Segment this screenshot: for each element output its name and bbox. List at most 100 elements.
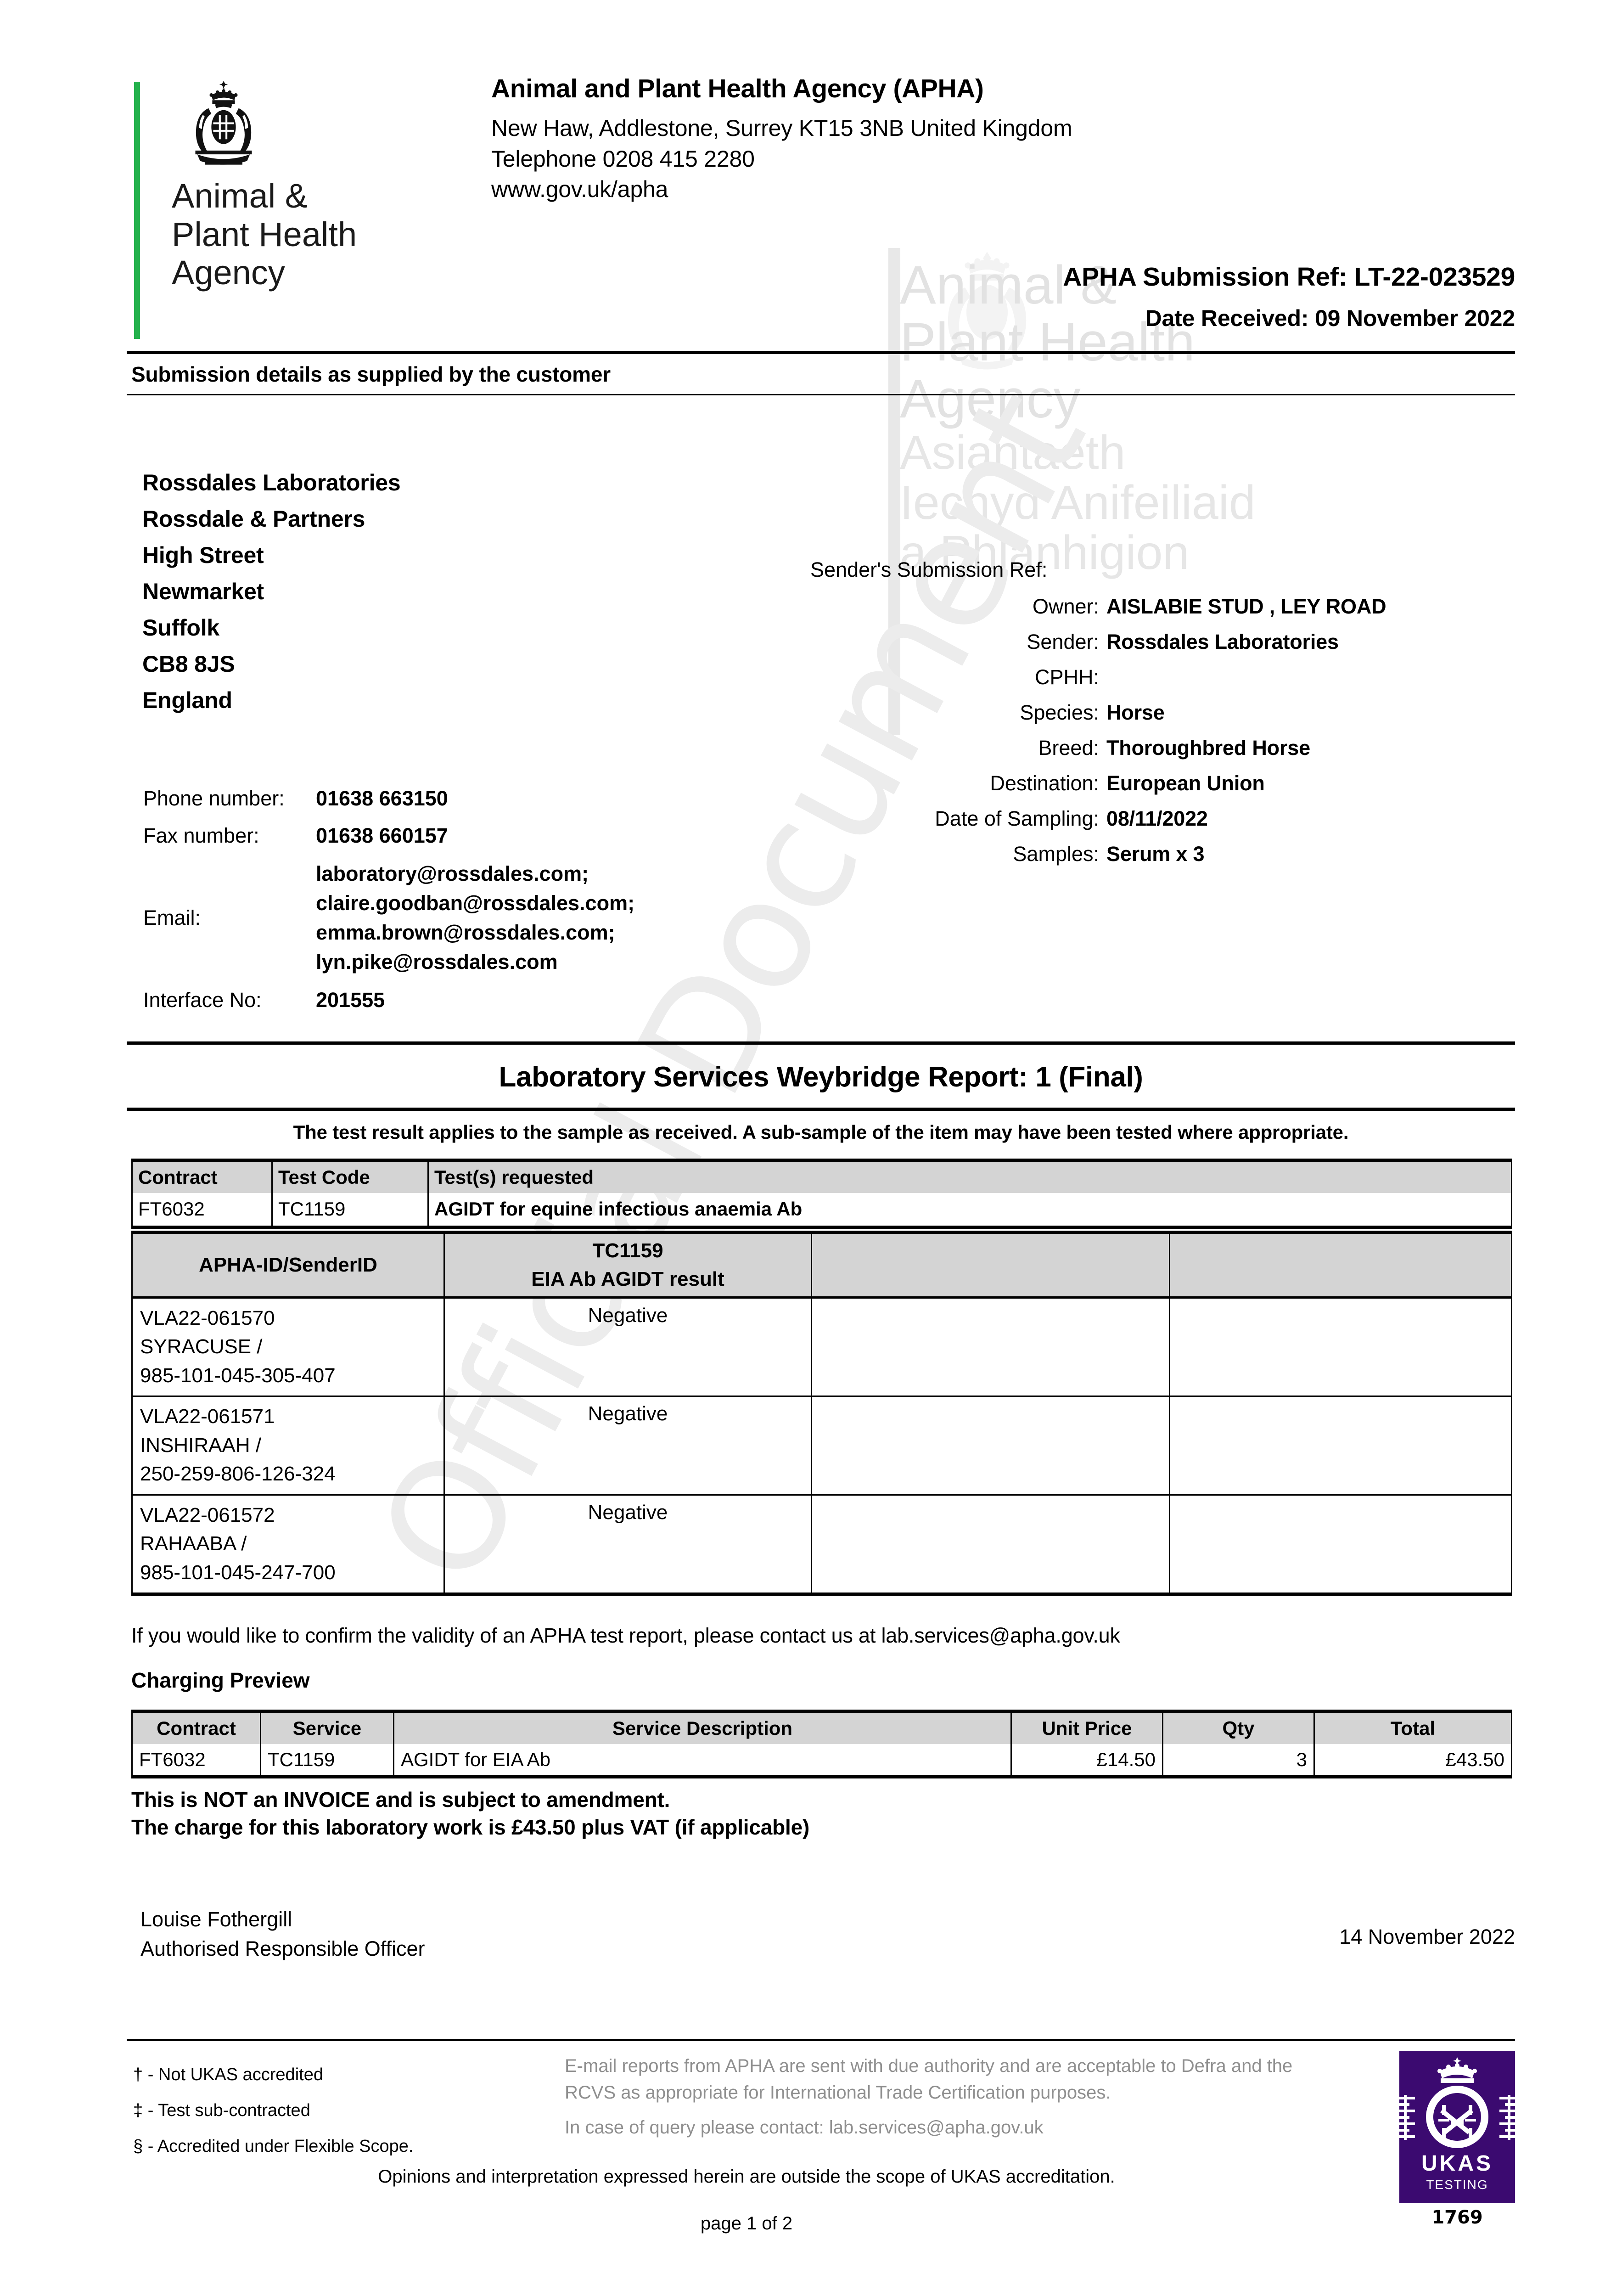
- page-number: page 1 of 2: [700, 2213, 793, 2234]
- ukas-mark-icon: [1399, 2057, 1515, 2148]
- sampling-date-value: 08/11/2022: [1106, 807, 1208, 830]
- email-1[interactable]: laboratory@rossdales.com;: [316, 862, 589, 885]
- col-total: Total: [1313, 1711, 1512, 1744]
- organisation-title: Animal and Plant Health Agency (APHA): [491, 74, 984, 103]
- col-blank-2: [1169, 1232, 1512, 1299]
- submission-ref: APHA Submission Ref: LT-22-023529: [1063, 262, 1515, 292]
- cell-qty: 3: [1162, 1744, 1315, 1777]
- interface-label: Interface No:: [143, 988, 262, 1012]
- col-test-code-label: TC1159: [592, 1239, 663, 1262]
- sender-label: Sender:: [1027, 630, 1099, 653]
- cell-result: Negative: [443, 1296, 812, 1397]
- organisation-website[interactable]: www.gov.uk/apha: [491, 176, 668, 202]
- sample-microchip: 985-101-045-247-700: [140, 1561, 336, 1584]
- email-label: Email:: [143, 906, 201, 929]
- cell-description: AGIDT for EIA Ab: [393, 1744, 1012, 1777]
- customer-contact: Phone number: 01638 663150 Fax number: 0…: [143, 785, 708, 1024]
- sample-name: INSHIRAAH /: [140, 1434, 262, 1457]
- tests-requested-table: Contract Test Code Test(s) requested FT6…: [131, 1159, 1512, 1229]
- sample-name: SYRACUSE /: [140, 1335, 263, 1358]
- cell-blank-1: [811, 1494, 1170, 1595]
- cphh-label: CPHH:: [1034, 665, 1099, 689]
- col-service: Service: [260, 1711, 394, 1744]
- email-4[interactable]: lyn.pike@rossdales.com: [316, 950, 558, 974]
- address-line-4: Newmarket: [142, 579, 264, 604]
- organisation-block: Animal and Plant Health Agency (APHA) Ne…: [491, 73, 1072, 205]
- page-header: Animal & Plant Health Agency Animal and …: [0, 0, 1622, 358]
- logo-line-2: Plant Health: [172, 215, 357, 253]
- table-row: VLA22-061570 SYRACUSE / 985-101-045-305-…: [131, 1296, 1512, 1397]
- destination-label: Destination:: [990, 771, 1099, 795]
- sampling-date-label: Date of Sampling:: [935, 807, 1099, 830]
- sample-id: VLA22-061571: [140, 1405, 275, 1428]
- detail-row-owner: Owner: AISLABIE STUD , LEY ROAD: [689, 595, 1469, 619]
- email-authority-note: E-mail reports from APHA are sent with d…: [565, 2053, 1308, 2149]
- cell-sample-id: VLA22-061572 RAHAABA / 985-101-045-247-7…: [131, 1494, 445, 1595]
- address-line-1: Rossdales Laboratories: [142, 470, 401, 495]
- sender-ref-row: Sender's Submission Ref:: [689, 558, 1469, 582]
- ukas-accreditation-logo: UKAS TESTING 1769: [1399, 2051, 1515, 2234]
- email-row: Email: laboratory@rossdales.com; claire.…: [143, 859, 708, 977]
- cell-blank-1: [811, 1296, 1170, 1397]
- col-blank-1: [811, 1232, 1170, 1299]
- detail-row-breed: Breed: Thoroughbred Horse: [689, 736, 1469, 760]
- ukas-wordmark: UKAS: [1421, 2151, 1493, 2176]
- cell-sample-id: VLA22-061570 SYRACUSE / 985-101-045-305-…: [131, 1296, 445, 1397]
- cell-blank-2: [1169, 1296, 1512, 1397]
- signature-date: 14 November 2022: [1339, 1925, 1515, 1948]
- sample-id: VLA22-061570: [140, 1307, 275, 1329]
- table-row: VLA22-061571 INSHIRAAH / 250-259-806-126…: [131, 1396, 1512, 1496]
- address-line-6: CB8 8JS: [142, 651, 235, 677]
- detail-row-cphh: CPHH:: [689, 665, 1469, 689]
- signer-role: Authorised Responsible Officer: [140, 1936, 425, 1960]
- cell-blank-2: [1169, 1396, 1512, 1496]
- organisation-address: New Haw, Addlestone, Surrey KT15 3NB Uni…: [491, 115, 1072, 141]
- submission-ref-block: APHA Submission Ref: LT-22-023529 Date R…: [1063, 262, 1515, 332]
- logo-green-bar: [134, 82, 140, 339]
- destination-value: European Union: [1106, 771, 1265, 795]
- charging-preview-heading: Charging Preview: [131, 1668, 310, 1692]
- address-line-2: Rossdale & Partners: [142, 506, 365, 532]
- phone-label: Phone number:: [143, 787, 285, 810]
- sample-microchip: 985-101-045-305-407: [140, 1364, 336, 1387]
- logo-line-1: Animal &: [172, 177, 308, 215]
- col-contract: Contract: [131, 1711, 261, 1744]
- submission-details: Sender's Submission Ref: Owner: AISLABIE…: [689, 558, 1469, 878]
- address-line-3: High Street: [142, 542, 264, 568]
- cell-sample-id: VLA22-061571 INSHIRAAH / 250-259-806-126…: [131, 1396, 445, 1496]
- ukas-accreditation-number: 1769: [1431, 2207, 1483, 2228]
- sample-id: VLA22-061572: [140, 1503, 275, 1526]
- ukas-footnotes: † - Not UKAS accredited ‡ - Test sub-con…: [133, 2057, 413, 2165]
- breed-value: Thoroughbred Horse: [1106, 736, 1310, 760]
- detail-row-destination: Destination: European Union: [689, 771, 1469, 795]
- logo-line-3: Agency: [172, 253, 285, 292]
- not-invoice-note: This is NOT an INVOICE and is subject to…: [131, 1788, 670, 1812]
- col-unit-price: Unit Price: [1010, 1711, 1163, 1744]
- cell-blank-2: [1169, 1494, 1512, 1595]
- sample-disclaimer: The test result applies to the sample as…: [293, 1121, 1349, 1143]
- cell-blank-1: [811, 1396, 1170, 1496]
- email-2[interactable]: claire.goodban@rossdales.com;: [316, 891, 635, 915]
- report-top-divider: [127, 1041, 1515, 1045]
- fax-row: Fax number: 01638 660157: [143, 822, 708, 850]
- table-row: VLA22-061572 RAHAABA / 985-101-045-247-7…: [131, 1494, 1512, 1595]
- breed-label: Breed:: [1038, 736, 1099, 760]
- detail-row-species: Species: Horse: [689, 701, 1469, 725]
- sender-ref-label: Sender's Submission Ref:: [810, 558, 1048, 581]
- signature-block: Louise Fothergill Authorised Responsible…: [140, 1905, 425, 1964]
- owner-label: Owner:: [1032, 595, 1099, 618]
- opinions-note: Opinions and interpretation expressed he…: [378, 2167, 1115, 2187]
- cell-contract: FT6032: [131, 1193, 273, 1227]
- results-header-row: APHA-ID/SenderID TC1159 EIA Ab AGIDT res…: [131, 1232, 1512, 1299]
- phone-value: 01638 663150: [316, 787, 448, 810]
- date-received: Date Received: 09 November 2022: [1145, 305, 1515, 331]
- organisation-telephone: Telephone 0208 415 2280: [491, 146, 755, 172]
- header-divider: [127, 351, 1515, 354]
- charge-total-note: The charge for this laboratory work is £…: [131, 1815, 810, 1839]
- email-3[interactable]: emma.brown@rossdales.com;: [316, 920, 615, 944]
- cell-contract: FT6032: [131, 1744, 261, 1777]
- species-label: Species:: [1020, 701, 1099, 724]
- watermark-line-3: Agency: [900, 368, 1081, 429]
- sample-name: RAHAABA /: [140, 1532, 247, 1555]
